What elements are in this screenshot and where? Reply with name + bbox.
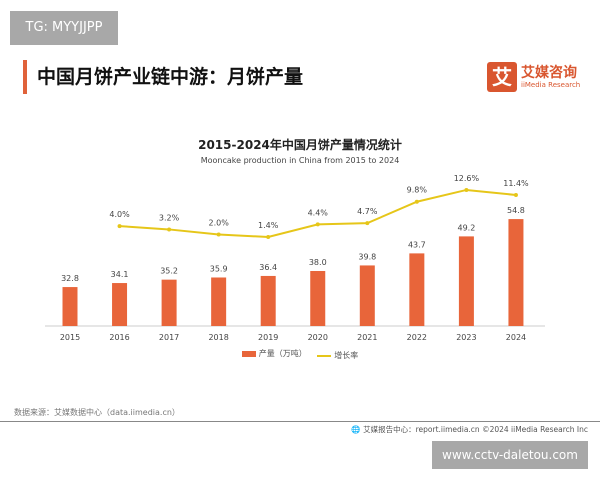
bar [409, 253, 425, 326]
bar [458, 236, 474, 326]
chart-title: 2015-2024年中国月饼产量情况统计 [198, 138, 402, 152]
legend-label: 增长率 [334, 351, 359, 360]
growth-label: 2.0% [208, 218, 229, 227]
chart-subtitle: Mooncake production in China from 2015 t… [200, 156, 400, 165]
bar [310, 270, 326, 326]
page-title: 中国月饼产业链中游：月饼产量 [37, 66, 304, 88]
title-accent-bar [23, 60, 27, 94]
growth-point [513, 193, 518, 197]
growth-label: 4.7% [357, 207, 378, 216]
growth-point [365, 221, 370, 226]
growth-point [464, 187, 469, 192]
bar-label: 35.2 [160, 267, 178, 276]
bar-label: 36.4 [259, 263, 277, 272]
bar-label: 39.8 [358, 252, 376, 261]
bar [508, 219, 524, 326]
growth-point [266, 235, 271, 239]
growth-point [414, 199, 419, 204]
x-tick-label: 2015 [60, 333, 80, 342]
x-tick-label: 2019 [258, 333, 278, 342]
growth-label: 9.8% [407, 186, 428, 195]
bar-label: 34.1 [111, 270, 129, 279]
bar-label: 35.9 [210, 264, 228, 273]
x-tick-label: 2023 [456, 333, 476, 342]
divider [0, 421, 600, 422]
x-tick-label: 2021 [357, 333, 377, 342]
bar [112, 283, 128, 326]
footer: 🌐 艾媒报告中心：report.iimedia.cn ©2024 iiMedia… [351, 424, 588, 435]
growth-point [117, 224, 122, 229]
x-tick-label: 2020 [308, 333, 328, 342]
growth-label: 1.4% [258, 221, 279, 230]
growth-label: 4.0% [109, 210, 130, 219]
bar [161, 279, 177, 326]
growth-label: 3.2% [159, 213, 180, 222]
x-tick-label: 2018 [208, 333, 228, 342]
growth-point [315, 222, 320, 227]
watermark-top: TG: MYYJJPP [10, 11, 118, 45]
legend-label: 产量（万吨） [258, 349, 307, 358]
bar-label: 54.8 [507, 206, 525, 215]
growth-label: 11.4% [503, 179, 529, 188]
bar-label: 49.2 [457, 223, 475, 232]
x-tick-label: 2022 [407, 333, 427, 342]
logo: 艾 艾媒咨询 iiMedia Research [487, 62, 580, 92]
x-tick-label: 2016 [109, 333, 129, 342]
x-tick-label: 2017 [159, 333, 179, 342]
bar [62, 287, 78, 326]
bar-label: 32.8 [61, 274, 79, 283]
bar [260, 275, 276, 326]
bar [359, 265, 375, 326]
source-note: 数据来源：艾媒数据中心（data.iimedia.cn） [14, 408, 180, 417]
legend-item-production: 产量（万吨） [241, 348, 307, 359]
footer-text: 艾媒报告中心：report.iimedia.cn ©2024 iiMedia R… [363, 425, 588, 434]
legend-item-growth: 增长率 [317, 350, 358, 361]
legend-swatch-line [317, 354, 332, 357]
growth-point [167, 227, 172, 232]
globe-icon: 🌐 [351, 425, 364, 434]
bar-label: 38.0 [309, 258, 327, 267]
legend-swatch-bar [241, 350, 256, 357]
chart: 32.8 2015 34.1 2016 35.2 2017 35.9 2018 36.4 2019… [45, 174, 545, 342]
logo-cn: 艾媒咨询 [521, 64, 577, 81]
bar [211, 277, 227, 326]
logo-mark: 艾 [487, 62, 517, 92]
x-tick-label: 2024 [506, 333, 526, 342]
watermark-bottom: www.cctv-daletou.com [432, 441, 588, 469]
legend: 产量（万吨） 增长率 [0, 348, 600, 361]
growth-point [216, 232, 221, 237]
growth-label: 12.6% [454, 174, 480, 183]
bar-label: 43.7 [408, 240, 426, 249]
growth-label: 4.4% [308, 208, 329, 217]
logo-en: iiMedia Research [521, 80, 581, 89]
